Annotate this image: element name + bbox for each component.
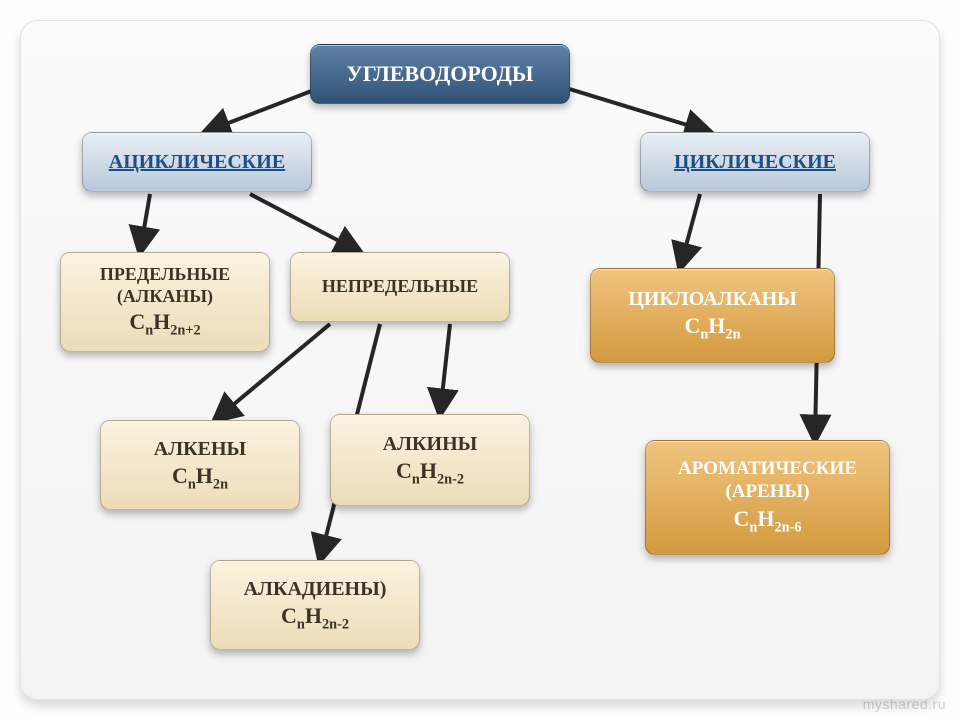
node-acyclic: АЦИКЛИЧЕСКИЕ	[82, 132, 312, 192]
node-title-line1: АРОМАТИЧЕСКИЕ	[678, 458, 857, 481]
main-panel: УГЛЕВОДОРОДЫ АЦИКЛИЧЕСКИЕ ЦИКЛИЧЕСКИЕ ПР…	[20, 20, 940, 700]
node-title-line1: ПРЕДЕЛЬНЫЕ	[100, 264, 230, 286]
node-label: НЕПРЕДЕЛЬНЫЕ	[322, 276, 478, 298]
node-hydrocarbons: УГЛЕВОДОРОДЫ	[310, 44, 570, 104]
node-alkenes: АЛКЕНЫ CnH2n	[100, 420, 300, 510]
node-title: АЛКЕНЫ	[154, 437, 246, 461]
node-alkadienes: АЛКАДИЕНЫ) CnH2n-2	[210, 560, 420, 650]
node-formula: CnH2n+2	[129, 309, 200, 340]
node-cyclic: ЦИКЛИЧЕСКИЕ	[640, 132, 870, 192]
node-formula: CnH2n	[684, 313, 740, 344]
node-title: АЛКАДИЕНЫ)	[244, 577, 387, 601]
node-label: АЦИКЛИЧЕСКИЕ	[109, 150, 285, 174]
node-formula: CnH2n-2	[281, 603, 349, 634]
node-title: АЛКИНЫ	[383, 432, 478, 456]
node-title-line2: (АРЕНЫ)	[725, 481, 809, 504]
node-arenes: АРОМАТИЧЕСКИЕ (АРЕНЫ) CnH2n-6	[645, 440, 890, 555]
node-alkynes: АЛКИНЫ CnH2n-2	[330, 414, 530, 506]
node-formula: CnH2n-2	[396, 458, 464, 489]
slide: УГЛЕВОДОРОДЫ АЦИКЛИЧЕСКИЕ ЦИКЛИЧЕСКИЕ ПР…	[0, 0, 960, 720]
node-unsaturated: НЕПРЕДЕЛЬНЫЕ	[290, 252, 510, 322]
node-formula: CnH2n	[172, 463, 228, 494]
node-title-line2: (АЛКАНЫ)	[117, 286, 213, 308]
watermark: myshared.ru	[863, 696, 946, 712]
node-cycloalkanes: ЦИКЛОАЛКАНЫ CnH2n	[590, 268, 835, 363]
node-label: УГЛЕВОДОРОДЫ	[347, 61, 534, 87]
node-title: ЦИКЛОАЛКАНЫ	[628, 287, 797, 311]
node-label: ЦИКЛИЧЕСКИЕ	[674, 150, 836, 174]
node-formula: CnH2n-6	[734, 506, 802, 537]
node-alkanes: ПРЕДЕЛЬНЫЕ (АЛКАНЫ) CnH2n+2	[60, 252, 270, 352]
